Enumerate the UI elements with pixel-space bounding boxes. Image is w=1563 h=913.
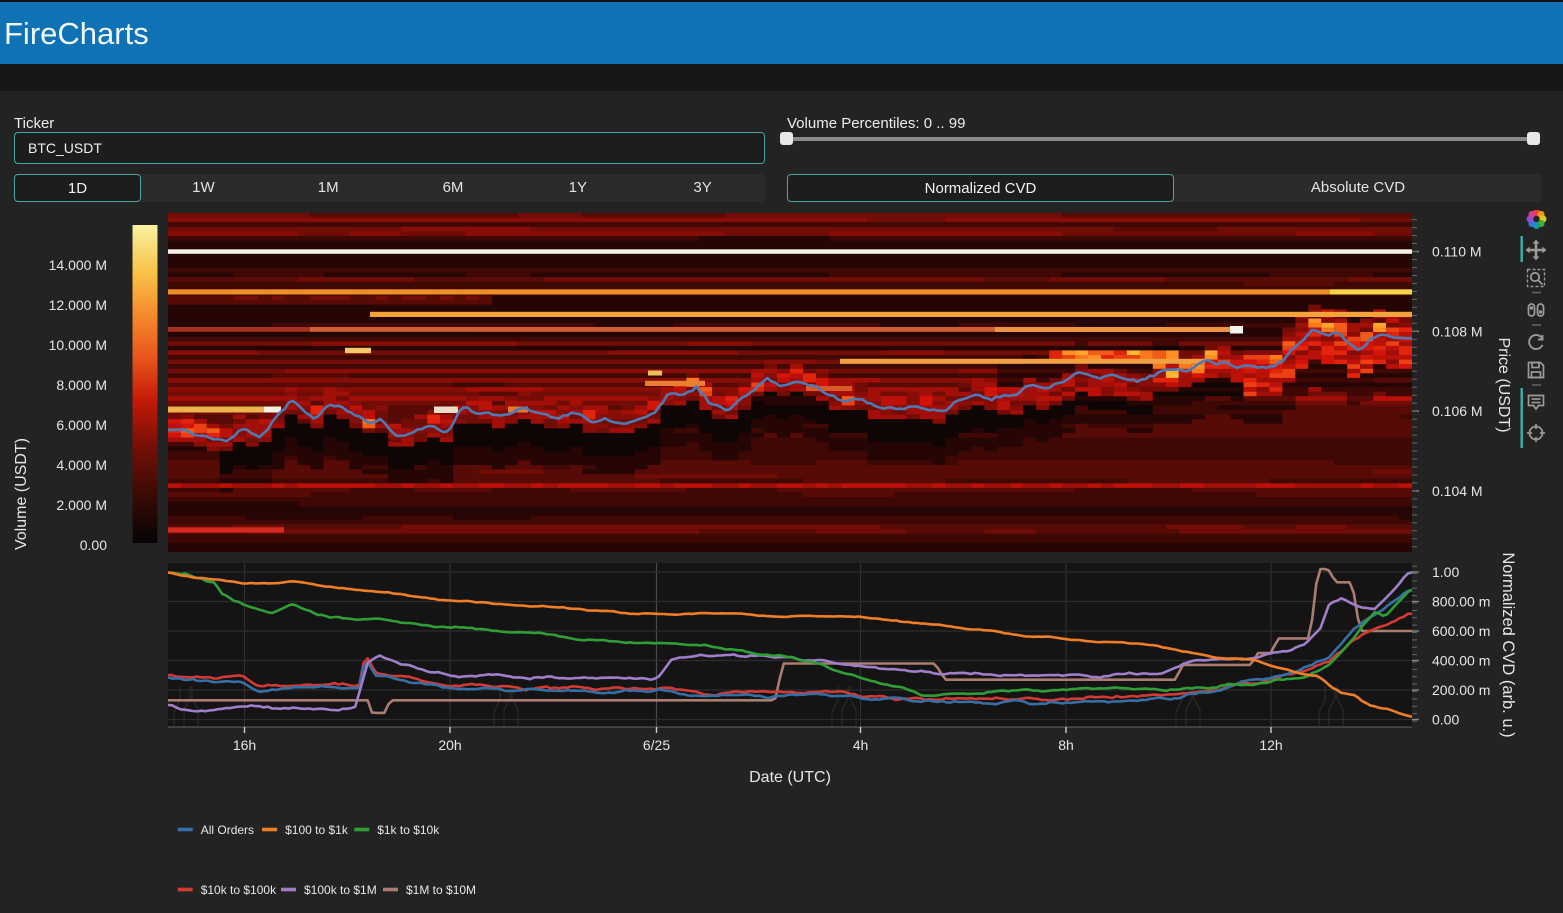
svg-text:16h: 16h (233, 737, 256, 753)
svg-text:1.00: 1.00 (1432, 564, 1459, 580)
svg-text:12.000 M: 12.000 M (49, 297, 107, 313)
svg-text:6/25: 6/25 (643, 737, 670, 753)
svg-text:4h: 4h (853, 737, 869, 753)
svg-text:Normalized CVD (arb. u.): Normalized CVD (arb. u.) (1499, 552, 1517, 737)
svg-text:8.000 M: 8.000 M (56, 377, 107, 393)
svg-text:4.000 M: 4.000 M (56, 457, 107, 473)
svg-text:0.106 M: 0.106 M (1432, 403, 1483, 419)
svg-text:400.00 m: 400.00 m (1432, 653, 1490, 669)
svg-text:$1M to $10M: $1M to $10M (406, 883, 476, 897)
svg-text:20h: 20h (438, 737, 461, 753)
svg-text:12h: 12h (1259, 737, 1282, 753)
svg-text:Date (UTC): Date (UTC) (749, 769, 831, 786)
svg-text:800.00 m: 800.00 m (1432, 594, 1490, 610)
svg-text:14.000 M: 14.000 M (49, 257, 107, 273)
svg-text:10.000 M: 10.000 M (49, 337, 107, 353)
svg-text:600.00 m: 600.00 m (1432, 623, 1490, 639)
svg-text:0.00: 0.00 (1432, 712, 1459, 728)
svg-text:6.000 M: 6.000 M (56, 417, 107, 433)
svg-text:All Orders: All Orders (201, 823, 254, 837)
svg-text:8h: 8h (1058, 737, 1074, 753)
svg-text:200.00 m: 200.00 m (1432, 682, 1490, 698)
svg-text:$100 to $1k: $100 to $1k (285, 823, 349, 837)
svg-text:Volume (USDT): Volume (USDT) (13, 438, 30, 550)
svg-text:0.104 M: 0.104 M (1432, 483, 1483, 499)
svg-text:$10k to $100k: $10k to $100k (201, 883, 277, 897)
svg-text:$1k to $10k: $1k to $10k (377, 823, 440, 837)
svg-text:$100k to $1M: $100k to $1M (304, 883, 377, 897)
svg-text:0.108 M: 0.108 M (1432, 323, 1483, 339)
svg-text:0.00: 0.00 (80, 537, 107, 553)
svg-text:0.110 M: 0.110 M (1432, 244, 1482, 260)
svg-text:2.000 M: 2.000 M (56, 497, 107, 513)
svg-text:Price (USDT): Price (USDT) (1495, 337, 1512, 432)
